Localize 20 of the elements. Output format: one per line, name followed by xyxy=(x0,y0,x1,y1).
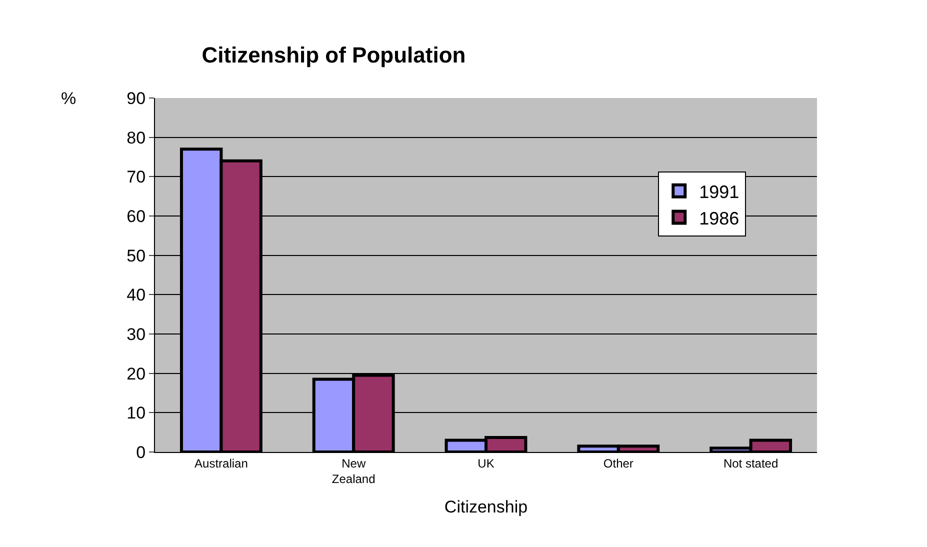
x-axis-title: Citizenship xyxy=(444,497,528,516)
y-tick-label: 10 xyxy=(126,404,146,423)
x-tick-label: UK xyxy=(478,456,494,470)
y-tick-label: 50 xyxy=(126,246,146,266)
y-tick-label: 60 xyxy=(126,206,146,226)
x-tick-label: New Zealand xyxy=(332,456,376,486)
y-axis-title: % xyxy=(61,89,76,108)
y-tick-label: 40 xyxy=(126,286,146,305)
x-tick-label: Australian xyxy=(194,456,248,470)
y-tick-label: 90 xyxy=(126,88,146,108)
chart-title: Citizenship of Population xyxy=(202,42,466,68)
x-tick-label: Other xyxy=(603,456,634,470)
y-tick-label: 20 xyxy=(126,364,146,384)
y-tick-label: 70 xyxy=(126,168,146,187)
y-tick-label: 0 xyxy=(136,442,146,462)
y-tick-label: 30 xyxy=(126,324,146,344)
legend-label: 1986 xyxy=(699,208,740,228)
y-tick-label: 80 xyxy=(126,128,146,148)
x-tick-label: Not stated xyxy=(723,456,778,470)
legend-label: 1991 xyxy=(699,182,740,202)
